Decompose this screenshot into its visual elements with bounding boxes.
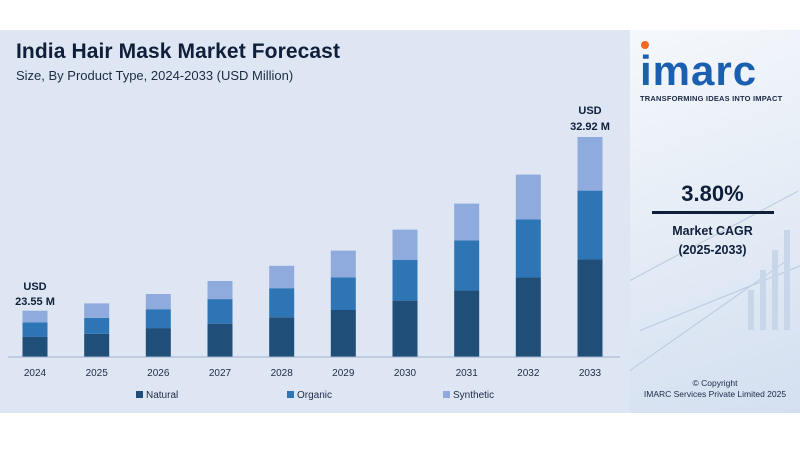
- bar-organic-2033: [577, 190, 603, 260]
- bar-natural-2028: [269, 317, 295, 357]
- bar-synthetic-2027: [207, 281, 233, 300]
- bar-organic-2031: [454, 240, 480, 291]
- brand-side-panel: [630, 30, 800, 413]
- x-tick-label: 2028: [271, 368, 294, 379]
- decorative-bar: [772, 250, 778, 330]
- bar-natural-2030: [392, 300, 418, 357]
- x-tick-label: 2029: [332, 368, 355, 379]
- legend-label-natural: Natural: [146, 390, 178, 401]
- cagr-label-block: Market CAGR (2025-2033): [640, 222, 785, 260]
- bar-natural-2027: [207, 323, 233, 357]
- x-tick-label: 2030: [394, 368, 417, 379]
- copyright-line: © Copyright: [692, 378, 738, 388]
- x-tick-label: 2027: [209, 368, 232, 379]
- x-tick-label: 2025: [86, 368, 109, 379]
- imarc-logo: imarc: [640, 47, 758, 94]
- bar-natural-2031: [454, 290, 480, 357]
- bar-synthetic-2029: [330, 250, 356, 278]
- legend-swatch-organic: [287, 391, 294, 398]
- x-tick-label: 2026: [147, 368, 170, 379]
- legend-label-synthetic: Synthetic: [453, 390, 494, 401]
- decorative-bar: [748, 290, 754, 330]
- x-tick-label: 2032: [517, 368, 540, 379]
- decorative-bar: [760, 270, 766, 330]
- cagr-divider: [652, 211, 774, 214]
- copyright-block: © Copyright IMARC Services Private Limit…: [640, 378, 790, 400]
- bar-organic-2025: [84, 317, 110, 334]
- bar-organic-2027: [207, 299, 233, 324]
- bar-organic-2024: [22, 322, 48, 337]
- bar-synthetic-2033: [577, 137, 603, 191]
- legend-swatch-natural: [136, 391, 143, 398]
- cagr-value: 3.80%: [681, 181, 744, 206]
- end-value-currency: USD: [578, 105, 601, 117]
- bar-organic-2030: [392, 260, 418, 301]
- bar-natural-2026: [145, 328, 171, 357]
- start-value-currency: USD: [23, 281, 46, 293]
- legend-swatch-synthetic: [443, 391, 450, 398]
- chart-subtitle: Size, By Product Type, 2024-2033 (USD Mi…: [16, 68, 294, 83]
- bar-synthetic-2026: [145, 294, 171, 310]
- legend-label-organic: Organic: [297, 390, 332, 401]
- bar-synthetic-2025: [84, 303, 110, 318]
- end-value-amount: 32.92 M: [570, 121, 610, 133]
- cagr-period: (2025-2033): [678, 243, 747, 257]
- bar-organic-2029: [330, 277, 356, 310]
- x-tick-label: 2033: [579, 368, 602, 379]
- bars-layer: [22, 137, 603, 357]
- x-tick-labels: 2024 2025 2026 2027 2028 2029 2030 2031 2032 2033: [24, 368, 602, 379]
- start-value-amount: 23.55 M: [15, 296, 55, 308]
- bar-organic-2026: [145, 309, 171, 328]
- copyright-owner: IMARC Services Private Limited 2025: [643, 389, 787, 399]
- x-tick-label: 2024: [24, 368, 47, 379]
- logo-dot-icon: [641, 41, 649, 49]
- chart-legend: Natural Organic Synthetic: [136, 390, 494, 401]
- bar-synthetic-2028: [269, 265, 295, 289]
- bar-synthetic-2030: [392, 229, 418, 260]
- cagr-label: Market CAGR: [672, 224, 753, 238]
- bar-natural-2032: [515, 277, 541, 357]
- chart-title: India Hair Mask Market Forecast: [16, 40, 341, 63]
- bar-natural-2029: [330, 310, 356, 357]
- x-tick-label: 2031: [456, 368, 479, 379]
- bar-synthetic-2031: [454, 203, 480, 241]
- bar-synthetic-2032: [515, 174, 541, 220]
- bar-synthetic-2024: [22, 310, 48, 323]
- bar-natural-2024: [22, 336, 48, 357]
- bar-organic-2032: [515, 219, 541, 278]
- stacked-bar-chart: 2024 2025 2026 2027 2028 2029 2030 2031 2032 2033…: [8, 105, 620, 401]
- logo-tagline: TRANSFORMING IDEAS INTO IMPACT: [640, 94, 783, 103]
- bar-natural-2025: [84, 333, 110, 357]
- decorative-bar: [784, 230, 790, 330]
- bar-organic-2028: [269, 288, 295, 318]
- bar-natural-2033: [577, 259, 603, 357]
